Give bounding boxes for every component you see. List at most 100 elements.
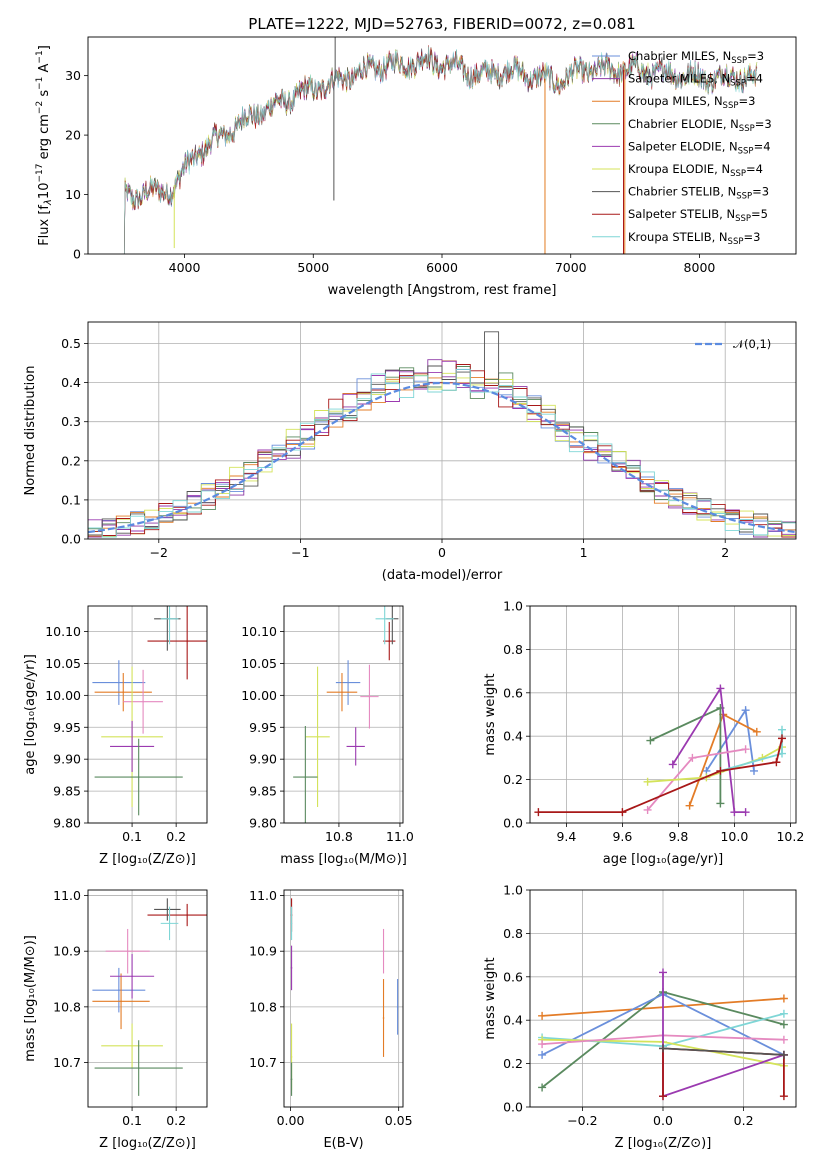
weight-marker [538, 1040, 547, 1049]
plot-area [534, 684, 786, 817]
weight-marker [716, 799, 725, 808]
residual-histogram-panel: −2 −1 0 1 2 0.0 0.1 0.2 0.3 0.4 0.5 (data-model)/er… [23, 321, 797, 583]
axes-frame [87, 605, 208, 824]
weight-marker [752, 727, 761, 736]
y-tick-label: 1.0 [503, 883, 523, 898]
weight-marker [659, 968, 667, 977]
weight-vs-age-panel: 9.4 9.6 9.8 10.0 10.2 0.0 0.2 0.4 0.6 0.8 1.0 age [… [483, 599, 804, 868]
y-tick-label: 10.9 [53, 944, 81, 959]
axes-frame [87, 889, 208, 1108]
x-tick-label: 4000 [169, 260, 201, 275]
legend-label: Chabrier ELODIE, NSSP=3 [628, 117, 772, 134]
x-tick-label: 9.6 [612, 829, 632, 844]
legend-label: 𝒩(0,1) [733, 337, 771, 351]
weight-marker [779, 1009, 788, 1018]
weight-series [662, 1047, 784, 1056]
data-point [316, 736, 319, 738]
weight-marker [779, 1050, 788, 1059]
weight-marker [538, 1011, 547, 1020]
axes-frame [283, 605, 404, 824]
data-point [354, 745, 357, 748]
data-point [341, 691, 343, 693]
y-tick-label: 10.05 [241, 656, 277, 671]
x-tick-label: 9.8 [668, 829, 688, 844]
x-tick-label: 10.0 [720, 829, 748, 844]
x-tick-label: 0.0 [653, 1113, 673, 1128]
data-point [304, 776, 307, 778]
y-axis-label: Normed distribution [23, 366, 38, 496]
x-tick-label: −0.2 [567, 1113, 597, 1128]
weight-marker [779, 1035, 788, 1044]
data-point [168, 922, 171, 925]
x-tick-label: 2 [721, 545, 729, 560]
weight-marker [750, 766, 758, 775]
y-tick-label: 10.10 [241, 624, 277, 639]
weight-marker [659, 1092, 667, 1101]
spectrum-panel: 4000 5000 6000 7000 8000 0 10 20 30 wavelength [A… [35, 36, 797, 298]
x-tick-label: 0.2 [166, 1113, 186, 1128]
weight-marker [643, 805, 652, 814]
weight-marker [668, 760, 677, 769]
weight-marker [716, 766, 725, 775]
y-tick-label: 10.8 [53, 999, 81, 1014]
legend-label: Chabrier MILES, NSSP=3 [628, 49, 764, 66]
data-point [186, 914, 188, 916]
plot-area [122, 37, 758, 254]
y-tick-label: 0.6 [503, 685, 523, 700]
y-tick-label: 10 [65, 187, 81, 202]
y-tick-label: 0.4 [503, 729, 523, 744]
weight-marker [778, 725, 786, 734]
y-tick-label: 9.80 [53, 816, 81, 831]
y-tick-label: 9.95 [249, 720, 277, 735]
y-tick-label: 9.90 [53, 752, 81, 767]
data-point [126, 950, 129, 953]
legend-label: Chabrier STELIB, NSSP=3 [628, 185, 769, 202]
normal-curve [88, 381, 796, 534]
x-tick-label: 5000 [297, 260, 329, 275]
axes-frame [283, 889, 404, 1108]
legend-label: Kroupa MILES, NSSP=3 [628, 94, 755, 111]
data-point [347, 681, 349, 684]
y-tick-label: 0.2 [61, 453, 81, 468]
age-vs-metallicity-panel: 0.1 0.2 9.80 9.85 9.90 9.95 10.00 10.05 10.10 Z [… [23, 605, 208, 867]
weight-marker [730, 808, 739, 817]
weight-marker [618, 808, 627, 817]
axes-frame [87, 321, 797, 540]
weight-marker [538, 1083, 547, 1092]
legend-label: Kroupa STELIB, NSSP=3 [628, 230, 760, 247]
weight-marker [659, 1044, 667, 1053]
legend-label: Salpeter ELODIE, NSSP=4 [628, 139, 771, 156]
plot-area [538, 968, 788, 1101]
weight-marker [534, 808, 543, 817]
weight-marker [538, 1050, 547, 1059]
data-point [383, 617, 386, 620]
weight-marker [779, 1020, 788, 1029]
data-point [131, 1044, 133, 1047]
mass-vs-metallicity-panel: 0.1 0.2 10.7 10.8 10.9 11.0 Z [log₁₀(Z/Z⊙)] mas… [23, 888, 208, 1151]
weight-series [672, 685, 746, 813]
data-point [290, 1056, 293, 1058]
y-tick-label: 10.8 [249, 999, 277, 1014]
data-point [120, 1000, 122, 1003]
data-point [290, 967, 293, 969]
y-tick-label: 9.80 [249, 816, 277, 831]
legend-label: Kroupa ELODIE, NSSP=4 [628, 162, 763, 179]
plot-area [88, 331, 796, 538]
y-tick-label: 10.00 [241, 688, 277, 703]
weight-series [662, 1047, 785, 1097]
weight-marker [646, 736, 655, 745]
y-tick-label: 0 [73, 247, 81, 262]
y-tick-label: 10.00 [45, 688, 81, 703]
data-point [137, 1067, 140, 1069]
x-tick-label: 10.2 [776, 829, 804, 844]
y-tick-label: 9.95 [53, 720, 81, 735]
y-tick-label: 9.85 [249, 784, 277, 799]
weight-marker [741, 706, 750, 715]
chart-title: PLATE=1222, MJD=52763, FIBERID=0072, z=0… [248, 15, 635, 33]
data-point [166, 908, 169, 911]
x-tick-label: −1 [291, 545, 309, 560]
weight-vs-metallicity-panel: −0.2 0.0 0.2 0.0 0.2 0.4 0.6 0.8 1.0 Z [log₁₀(Z/Z… [483, 883, 797, 1151]
y-tick-label: 11.0 [249, 888, 277, 903]
weight-marker [772, 758, 781, 767]
x-tick-label: 9.4 [556, 829, 576, 844]
